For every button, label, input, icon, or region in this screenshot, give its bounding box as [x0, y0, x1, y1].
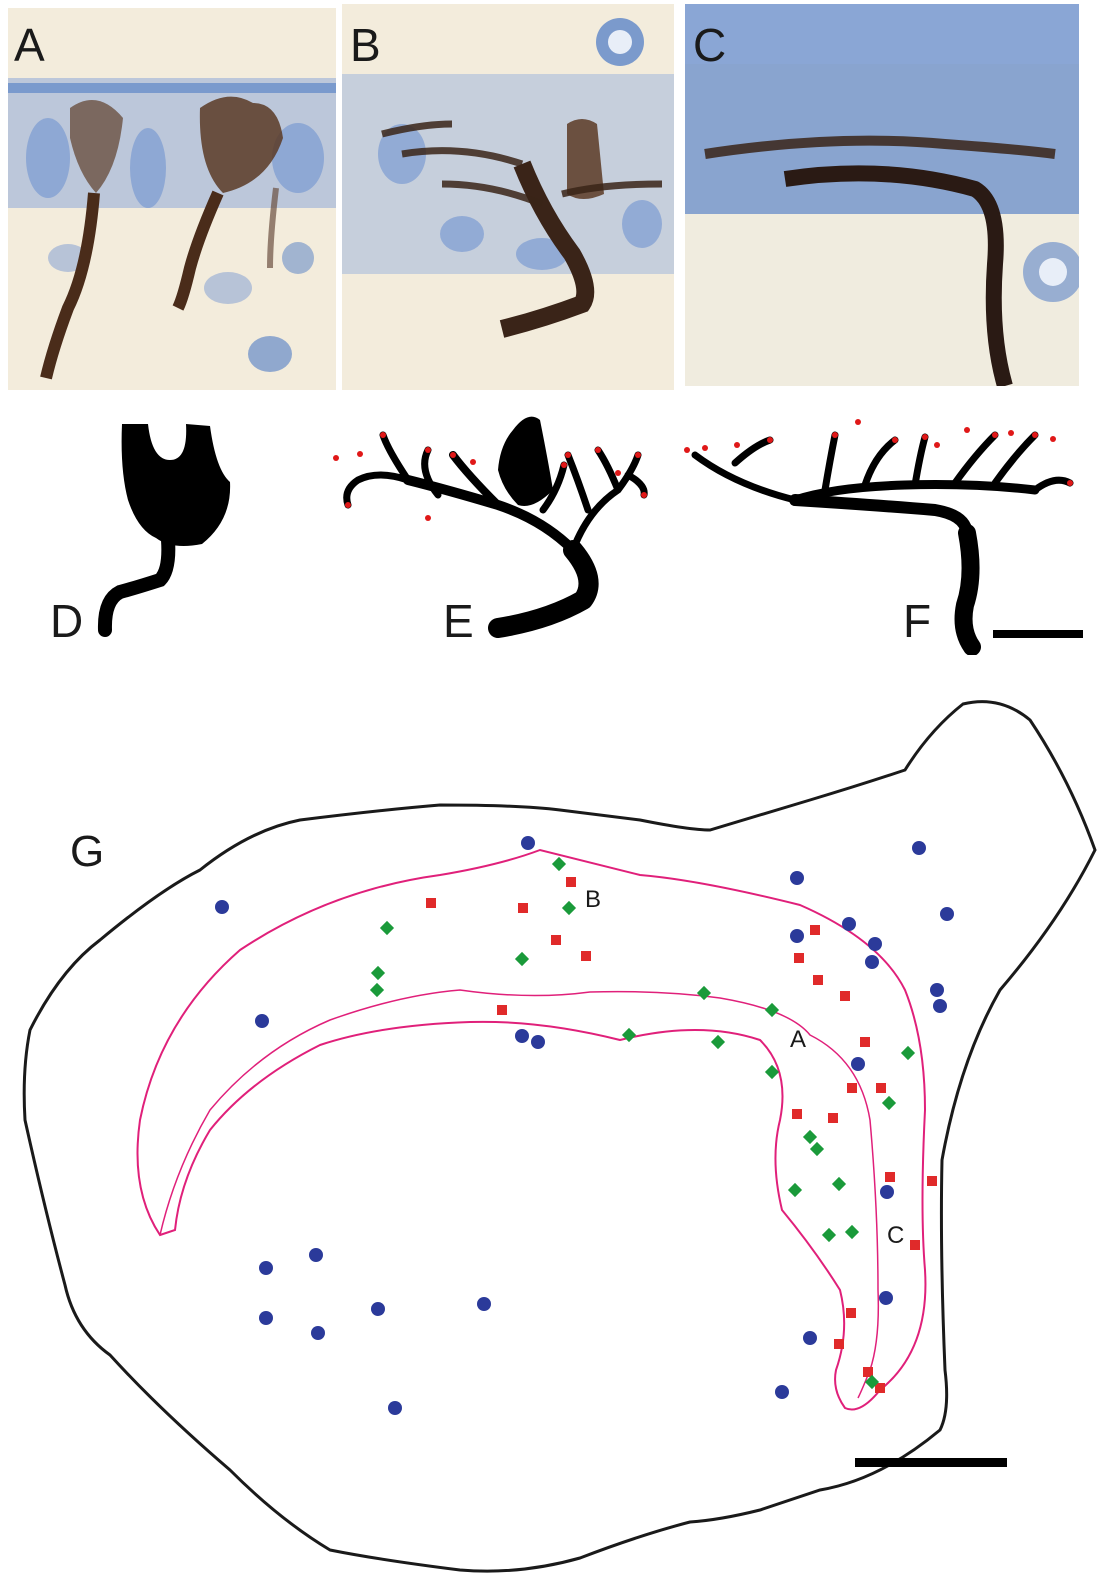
circle-marker-18 — [775, 1385, 789, 1399]
diamond-marker-7 — [764, 1002, 780, 1018]
scale-bar-top — [993, 630, 1083, 638]
circle-marker-22 — [311, 1326, 325, 1340]
circle-marker-15 — [880, 1185, 894, 1199]
panel-c-micrograph — [685, 4, 1079, 386]
circle-marker-17 — [803, 1331, 817, 1345]
square-marker-0 — [426, 898, 436, 908]
square-marker-6 — [810, 925, 820, 935]
circle-marker-8 — [868, 937, 882, 951]
panel-c-label: C — [693, 19, 727, 71]
square-marker-11 — [847, 1083, 857, 1093]
circle-marker-14 — [851, 1057, 865, 1071]
circle-marker-1 — [215, 900, 229, 914]
square-marker-14 — [792, 1109, 802, 1119]
diamond-marker-0 — [551, 856, 567, 872]
circle-marker-2 — [255, 1014, 269, 1028]
circle-marker-16 — [879, 1291, 893, 1305]
panel-b-micrograph — [342, 4, 674, 390]
panel-g-label: G — [70, 827, 105, 876]
circle-marker-3 — [515, 1029, 529, 1043]
map-label-a: A — [790, 1026, 806, 1053]
square-marker-19 — [834, 1339, 844, 1349]
diamond-marker-1 — [561, 900, 577, 916]
panel-e-trace — [328, 410, 653, 640]
diamond-marker-16 — [831, 1176, 847, 1192]
square-marker-18 — [846, 1308, 856, 1318]
square-marker-12 — [876, 1083, 886, 1093]
circle-marker-13 — [933, 999, 947, 1013]
diamond-marker-9 — [710, 1034, 726, 1050]
square-marker-16 — [927, 1176, 937, 1186]
circle-marker-10 — [912, 841, 926, 855]
panel-d-label: D — [50, 595, 84, 647]
diamond-marker-17 — [821, 1227, 837, 1243]
diamond-marker-13 — [802, 1129, 818, 1145]
tissue-outline — [22, 700, 1097, 1573]
circle-marker-25 — [388, 1401, 402, 1415]
circle-marker-11 — [940, 907, 954, 921]
circle-marker-5 — [790, 871, 804, 885]
diamond-marker-8 — [621, 1027, 637, 1043]
circle-marker-6 — [790, 929, 804, 943]
panel-g-map: A B C — [22, 700, 1097, 1573]
square-marker-17 — [910, 1240, 920, 1250]
diamond-marker-5 — [369, 982, 385, 998]
diamond-marker-15 — [787, 1182, 803, 1198]
region-outline-outer — [136, 848, 927, 1411]
square-marker-1 — [566, 877, 576, 887]
circle-marker-24 — [477, 1297, 491, 1311]
square-marker-7 — [794, 953, 804, 963]
square-marker-3 — [551, 935, 561, 945]
panel-f-label: F — [903, 595, 932, 647]
circle-marker-12 — [930, 983, 944, 997]
square-marker-2 — [518, 903, 528, 913]
diamond-marker-14 — [809, 1141, 825, 1157]
square-marker-5 — [497, 1005, 507, 1015]
square-marker-13 — [828, 1113, 838, 1123]
scale-bar-bottom — [855, 1458, 1007, 1467]
panel-a-label: A — [14, 19, 45, 71]
region-outline-inner — [159, 989, 880, 1399]
diamond-marker-19 — [864, 1374, 880, 1390]
diamond-marker-11 — [900, 1045, 916, 1061]
square-marker-9 — [840, 991, 850, 1001]
map-label-b: B — [585, 886, 601, 913]
circle-marker-21 — [259, 1311, 273, 1325]
diamond-marker-18 — [844, 1224, 860, 1240]
diamond-marker-3 — [514, 951, 530, 967]
circle-marker-20 — [309, 1248, 323, 1262]
diamond-marker-2 — [379, 920, 395, 936]
panel-e-label: E — [443, 595, 474, 647]
panel-b-label: B — [350, 19, 381, 71]
diamond-marker-10 — [764, 1064, 780, 1080]
square-marker-20 — [863, 1367, 873, 1377]
circle-marker-0 — [521, 836, 535, 850]
panel-f-trace — [675, 415, 1080, 655]
circle-marker-19 — [259, 1261, 273, 1275]
diamond-marker-4 — [370, 965, 386, 981]
diamond-marker-6 — [696, 985, 712, 1001]
diamond-marker-12 — [881, 1095, 897, 1111]
square-marker-10 — [860, 1037, 870, 1047]
circle-marker-4 — [531, 1035, 545, 1049]
square-marker-15 — [885, 1172, 895, 1182]
circle-marker-23 — [371, 1302, 385, 1316]
square-marker-8 — [813, 975, 823, 985]
panel-a-micrograph — [8, 8, 336, 390]
panel-d-trace — [90, 420, 240, 650]
square-marker-21 — [875, 1383, 885, 1393]
map-label-c: C — [887, 1222, 904, 1249]
circle-marker-9 — [865, 955, 879, 969]
circle-marker-7 — [842, 917, 856, 931]
square-marker-4 — [581, 951, 591, 961]
